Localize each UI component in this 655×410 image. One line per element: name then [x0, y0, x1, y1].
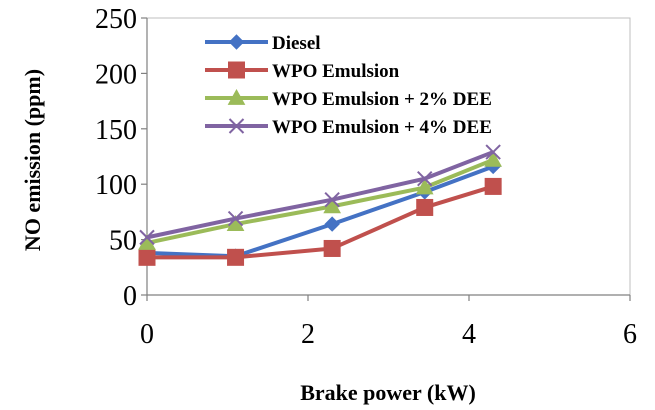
legend-item: WPO Emulsion	[205, 61, 400, 82]
data-point	[324, 216, 340, 232]
data-point	[324, 192, 340, 208]
data-point	[323, 197, 341, 214]
y-tick-label: 200	[95, 59, 137, 90]
data-point	[227, 248, 245, 266]
legend-item: WPO Emulsion + 4% DEE	[205, 117, 492, 138]
data-point-stroke	[228, 118, 245, 134]
plot-area	[146, 17, 631, 296]
data-point	[228, 34, 245, 50]
data-point	[484, 177, 502, 195]
data-point-stroke	[139, 229, 155, 246]
legend-item: Diesel	[205, 33, 321, 54]
data-point	[416, 198, 434, 216]
legend-label: Diesel	[272, 33, 321, 54]
legend: Diesel WPO Emulsion WPO Emulsion + 2% DEE W…	[205, 33, 492, 138]
x-axis-title: Brake power (kW)	[300, 380, 476, 405]
data-point	[323, 239, 341, 257]
axes: 0 50 100 150 200 250 0 2 4 6	[95, 4, 637, 350]
y-tick-label: 0	[123, 281, 137, 312]
data-point-stroke	[485, 144, 501, 160]
data-point-stroke	[227, 210, 244, 227]
y-tick-label: 250	[95, 4, 137, 35]
y-tick-label: 150	[95, 115, 137, 146]
series-layer	[138, 144, 502, 266]
data-point	[139, 229, 155, 246]
x-tick-label: 0	[140, 319, 154, 350]
y-axis-title: NO emission (ppm)	[20, 69, 45, 251]
data-point	[228, 61, 245, 79]
data-point-stroke	[324, 192, 340, 208]
legend-item: WPO Emulsion + 2% DEE	[205, 88, 492, 110]
legend-label: WPO Emulsion + 2% DEE	[272, 89, 492, 110]
data-point	[228, 118, 245, 134]
x-tick-label: 6	[623, 319, 637, 350]
y-tick-label: 50	[109, 226, 137, 257]
legend-label: WPO Emulsion	[272, 61, 400, 82]
x-tick-label: 2	[301, 319, 315, 350]
data-point-stroke	[417, 170, 433, 187]
data-point	[227, 88, 246, 105]
series-wpo-emulsion-4-dee	[139, 144, 501, 246]
data-point	[138, 248, 156, 266]
series-wpo-emulsion-2-dee	[138, 150, 502, 250]
x-tick-label: 4	[462, 319, 476, 350]
data-point	[417, 170, 433, 187]
y-tick-label: 100	[95, 170, 137, 201]
series-wpo-emulsion	[138, 177, 502, 266]
data-point	[485, 144, 501, 160]
data-point	[227, 210, 244, 227]
data-point	[415, 178, 434, 195]
legend-label: WPO Emulsion + 4% DEE	[272, 117, 492, 138]
data-point	[484, 150, 502, 167]
